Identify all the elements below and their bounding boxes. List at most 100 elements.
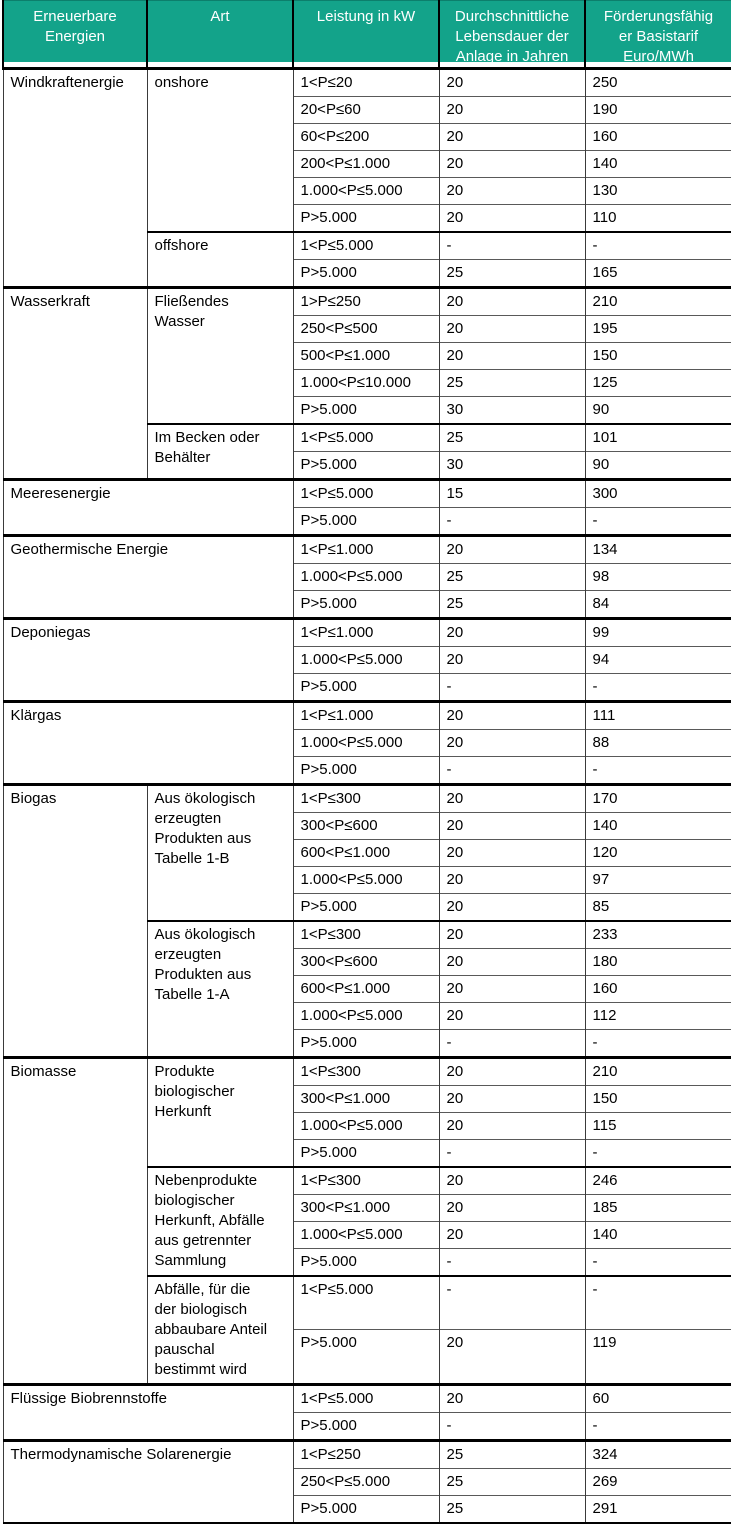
lifespan-cell: 20 [438,177,586,205]
power-range-cell: P>5.000 [292,1248,440,1276]
lifespan-cell: - [438,756,586,785]
tariff-cell: 210 [584,1056,731,1086]
lifespan-cell: 20 [438,975,586,1003]
table-row: Biogas Aus ökologisch erzeugten Produkten… [2,783,731,1058]
tariff-cell: 120 [584,839,731,867]
tariff-cell: 150 [584,342,731,370]
power-range-cell: 200<P≤1.000 [292,150,440,178]
lifespan-cell: - [438,1248,586,1276]
lifespan-cell: 25 [438,1495,586,1523]
table-row: P>5.000 25 291 [3,1495,731,1523]
tariff-cell: - [584,231,731,260]
column-header-tariff: Förderungsfähig er Basistarif Euro/MWh [584,0,731,70]
table-row: Biomasse Produkte biologischer Herkunft 1<… [2,1056,731,1385]
power-range-cell: 250<P≤5.000 [292,1468,440,1496]
lifespan-cell: 25 [438,423,586,452]
table-row: 600<P≤1.000 20 120 [3,839,731,867]
power-range-cell: 600<P≤1.000 [292,839,440,867]
tariff-cell: 94 [584,646,731,674]
tariff-cell: - [584,1412,731,1441]
power-range-cell: 1>P≤250 [292,286,440,316]
tariff-cell: 97 [584,866,731,894]
lifespan-cell: 20 [438,1085,586,1113]
power-range-cell: 1.000<P≤5.000 [292,1221,440,1249]
power-range-cell: P>5.000 [292,1412,440,1441]
energy-cell: Meeresenergie [2,478,294,536]
table-row: P>5.000 30 90 [3,396,731,424]
column-header-power: Leistung in kW [292,0,440,70]
lifespan-cell: 20 [438,1002,586,1030]
power-range-cell: 300<P≤600 [292,812,440,840]
tariff-cell: 134 [584,534,731,564]
power-range-cell: 1<P≤5.000 [292,478,440,508]
tariff-cell: 112 [584,1002,731,1030]
lifespan-cell: 25 [438,369,586,397]
lifespan-cell: 20 [438,315,586,343]
lifespan-cell: 20 [438,812,586,840]
table-row: P>5.000 30 90 [3,451,731,480]
table-row: 300<P≤1.000 20 185 [3,1194,731,1222]
lifespan-cell: 20 [438,948,586,976]
table-row: Deponiegas 1<P≤1.000 20 99 [2,617,731,702]
energy-cell: Windkraftenergie [2,67,148,288]
lifespan-cell: 15 [438,478,586,508]
lifespan-cell: 20 [438,1166,586,1195]
table-row: 1.000<P≤5.000 20 130 [3,177,731,205]
tariff-cell: - [584,1275,731,1330]
tariff-cell: 233 [584,920,731,949]
art-cell: Im Becken oder Behälter [146,423,294,480]
lifespan-cell: 20 [438,1221,586,1249]
power-range-cell: 1.000<P≤5.000 [292,177,440,205]
tariff-cell: 99 [584,617,731,647]
table-row: 1.000<P≤5.000 20 88 [3,729,731,757]
table-row: 600<P≤1.000 20 160 [3,975,731,1003]
power-range-cell: P>5.000 [292,1495,440,1523]
lifespan-cell: 25 [438,259,586,288]
tariff-cell: - [584,1248,731,1276]
table-row: 250<P≤5.000 25 269 [3,1468,731,1496]
table-row: Meeresenergie 1<P≤5.000 15 300 [2,478,731,536]
power-range-cell: 1<P≤20 [292,67,440,97]
power-range-cell: P>5.000 [292,1139,440,1167]
tariff-cell: 170 [584,783,731,813]
tariff-cell: 111 [584,700,731,730]
table-row: 1.000<P≤5.000 20 97 [3,866,731,894]
lifespan-cell: 25 [438,563,586,591]
table-row: P>5.000- - [3,1412,731,1441]
tariff-cell: 130 [584,177,731,205]
energy-cell: Klärgas [2,700,294,785]
power-range-cell: 1.000<P≤5.000 [292,1002,440,1030]
art-cell: Produkte biologischer Herkunft [146,1056,294,1167]
table-row: Thermodynamische Solarenergie 1<P≤250 25 32… [2,1439,731,1523]
power-range-cell: P>5.000 [292,507,440,536]
header-row: Erneuerbare Energien Art Leistung in kW … [2,0,731,70]
tariff-cell: 90 [584,396,731,424]
art-cell: onshore [146,67,294,232]
lifespan-cell: 20 [438,96,586,124]
tariff-cell: - [584,507,731,536]
power-range-cell: P>5.000 [292,396,440,424]
tariff-cell: 210 [584,286,731,316]
lifespan-cell: 20 [438,123,586,151]
power-range-cell: P>5.000 [292,204,440,232]
lifespan-cell: 20 [438,342,586,370]
lifespan-cell: - [438,1139,586,1167]
power-range-cell: P>5.000 [292,1029,440,1058]
tariff-cell: 195 [584,315,731,343]
lifespan-cell: 25 [438,1439,586,1469]
tariff-cell: 160 [584,975,731,1003]
table-row: P>5.000- - [3,756,731,785]
tariff-cell: 101 [584,423,731,452]
energy-cell: Flüssige Biobrennstoffe [2,1383,294,1441]
lifespan-cell: 20 [438,700,586,730]
tariff-cell: 88 [584,729,731,757]
power-range-cell: P>5.000 [292,893,440,921]
art-cell: offshore [146,231,294,288]
table-row: Geothermische Energie 1<P≤1.000 20 134 [2,534,731,619]
tariff-cell: - [584,1029,731,1058]
tariff-cell: - [584,756,731,785]
power-range-cell: 1<P≤5.000 [292,423,440,452]
lifespan-cell: 20 [438,534,586,564]
